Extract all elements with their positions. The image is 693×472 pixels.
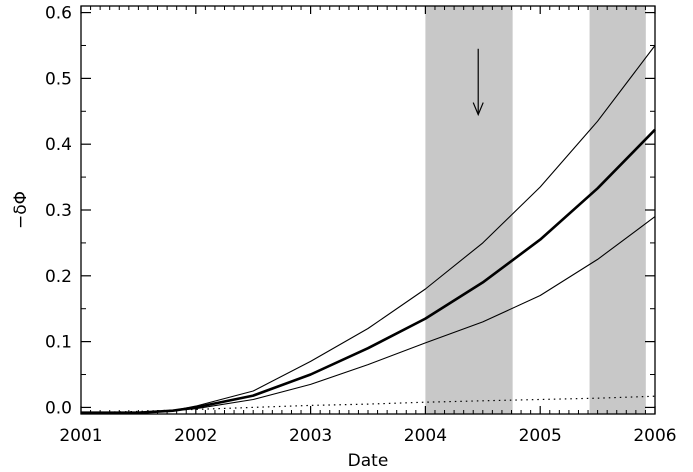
y-tick-label: 0.0 [45, 398, 72, 418]
series-lines [80, 45, 656, 415]
shaded-interval-0 [425, 6, 513, 414]
y-tick-label: 0.2 [45, 267, 72, 287]
x-axis-label: Date [348, 451, 389, 471]
x-tick-label: 2001 [59, 426, 102, 446]
tick-labels: 2001 2002 2003 2004 2005 2006 0.0 0.1 0.2 0.3 0.4 0… [45, 4, 677, 446]
x-tick-label: 2004 [404, 426, 447, 446]
series-line-thick [81, 128, 656, 415]
y-tick-label: 0.1 [45, 333, 72, 353]
y-tick-label: 0.3 [45, 201, 72, 221]
x-tick-label: 2003 [289, 426, 332, 446]
y-tick-label: 0.5 [45, 69, 72, 89]
series-line-lower-bound [81, 216, 656, 414]
arrow-head-0 [472, 102, 484, 117]
x-tick-label: 2005 [519, 426, 562, 446]
series-line-dotted [80, 395, 656, 414]
plot-frame [80, 5, 656, 415]
y-tick-label: 0.4 [45, 135, 72, 155]
shaded-intervals [425, 6, 646, 414]
y-tick-label: 0.6 [45, 4, 72, 24]
series-line-upper-bound [81, 45, 656, 414]
shaded-interval-1 [589, 6, 646, 414]
annotations [472, 48, 484, 117]
y-axis-label: −δΦ [11, 191, 31, 229]
x-tick-label: 2002 [174, 426, 217, 446]
axes [80, 5, 656, 415]
x-tick-label: 2006 [633, 426, 676, 446]
